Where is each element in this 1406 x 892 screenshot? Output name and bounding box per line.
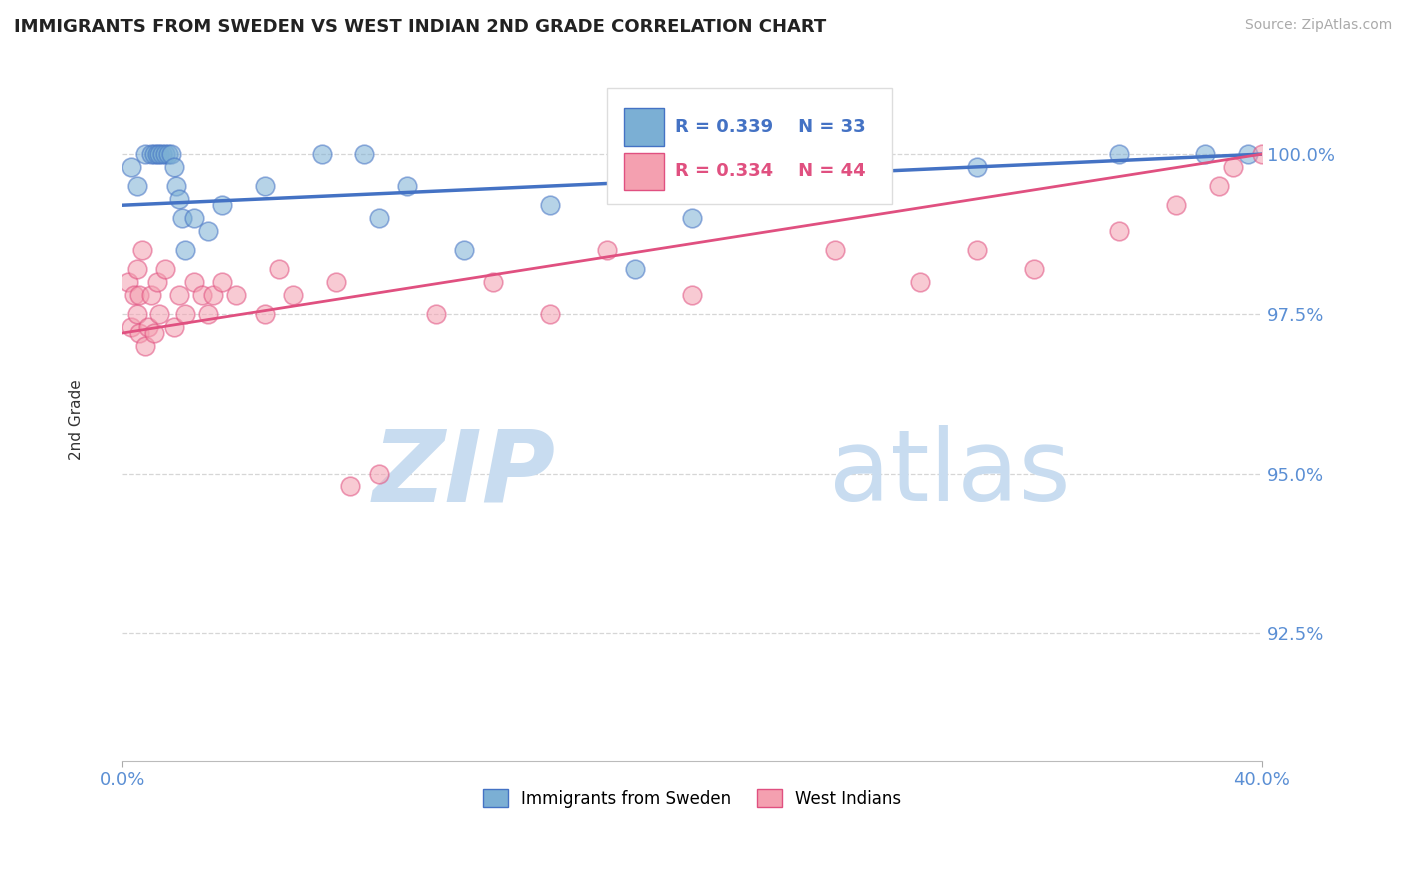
Point (966, 160, 988, 174)
Point (453, 243, 475, 257)
Point (148, 307, 170, 321)
Point (191, 287, 214, 301)
Point (122, 287, 145, 301)
Point (197, 307, 219, 321)
Point (150, 147, 173, 161)
Point (136, 319, 159, 334)
Point (153, 262, 176, 277)
Point (1236, 147, 1258, 161)
Legend: Immigrants from Sweden, West Indians: Immigrants from Sweden, West Indians (477, 783, 908, 814)
Point (824, 243, 846, 257)
Point (966, 243, 988, 257)
Point (824, 179, 846, 194)
Point (253, 179, 276, 194)
Point (538, 198, 561, 212)
Point (325, 275, 347, 289)
Point (339, 479, 361, 493)
Point (225, 287, 247, 301)
Point (1022, 262, 1045, 277)
Text: Source: ZipAtlas.com: Source: ZipAtlas.com (1244, 18, 1392, 32)
Text: R = 0.334    N = 44: R = 0.334 N = 44 (675, 162, 866, 180)
Point (253, 307, 276, 321)
Point (139, 147, 162, 161)
Point (1194, 147, 1216, 161)
Point (120, 319, 142, 334)
Point (1108, 224, 1130, 238)
Point (481, 275, 503, 289)
Point (169, 192, 191, 206)
Point (117, 275, 139, 289)
FancyBboxPatch shape (624, 153, 664, 190)
Point (425, 307, 447, 321)
Point (367, 211, 389, 225)
Point (1251, 147, 1274, 161)
FancyBboxPatch shape (624, 108, 664, 145)
Point (142, 326, 165, 340)
Point (128, 287, 150, 301)
Point (183, 211, 205, 225)
Point (125, 179, 148, 194)
Point (145, 275, 167, 289)
Point (139, 287, 162, 301)
Point (595, 243, 617, 257)
Point (153, 147, 176, 161)
FancyBboxPatch shape (606, 87, 891, 204)
Point (166, 179, 188, 194)
Point (172, 211, 194, 225)
Point (148, 147, 170, 161)
Point (202, 287, 225, 301)
Point (211, 275, 233, 289)
Point (396, 179, 419, 194)
Point (174, 307, 197, 321)
Point (267, 262, 290, 277)
Point (174, 243, 197, 257)
Point (283, 287, 305, 301)
Point (131, 243, 153, 257)
Text: atlas: atlas (830, 425, 1070, 523)
Point (1222, 160, 1244, 174)
Point (311, 147, 333, 161)
Text: IMMIGRANTS FROM SWEDEN VS WEST INDIAN 2ND GRADE CORRELATION CHART: IMMIGRANTS FROM SWEDEN VS WEST INDIAN 2N… (14, 18, 827, 36)
Point (125, 307, 148, 321)
Point (1166, 198, 1188, 212)
Point (159, 147, 181, 161)
Point (142, 147, 165, 161)
Point (197, 224, 219, 238)
Point (145, 147, 167, 161)
Point (162, 160, 184, 174)
Point (353, 147, 375, 161)
Point (120, 160, 142, 174)
Point (169, 287, 191, 301)
Point (1208, 179, 1230, 194)
Point (1108, 147, 1130, 161)
Point (134, 339, 156, 353)
Point (624, 262, 647, 277)
Text: R = 0.339    N = 33: R = 0.339 N = 33 (675, 118, 866, 136)
Point (183, 275, 205, 289)
Point (908, 275, 931, 289)
Point (156, 147, 179, 161)
Point (128, 326, 150, 340)
Point (681, 287, 703, 301)
Point (211, 198, 233, 212)
Point (162, 319, 184, 334)
Point (125, 262, 148, 277)
Point (367, 467, 389, 481)
Text: 2nd Grade: 2nd Grade (69, 379, 84, 459)
Text: ZIP: ZIP (373, 425, 555, 523)
Point (134, 147, 156, 161)
Point (681, 211, 703, 225)
Point (538, 307, 561, 321)
